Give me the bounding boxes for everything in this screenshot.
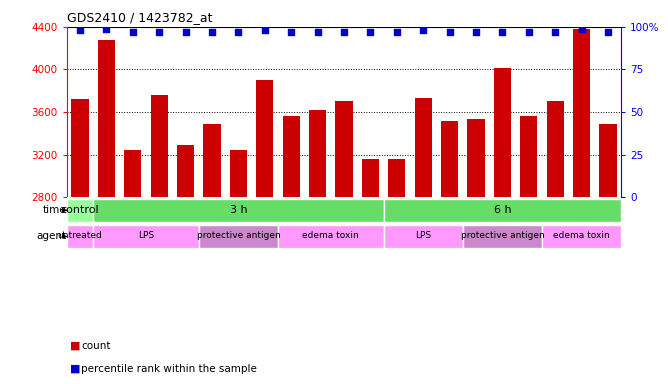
Text: LPS: LPS <box>138 232 154 240</box>
Point <box>206 29 217 35</box>
Text: agent: agent <box>37 231 67 241</box>
Point <box>101 25 112 31</box>
Text: control: control <box>61 205 100 215</box>
Text: count: count <box>81 341 111 351</box>
Bar <box>468 119 484 197</box>
Bar <box>67 199 94 222</box>
Point <box>286 29 297 35</box>
Bar <box>383 199 621 222</box>
Bar <box>546 101 564 197</box>
Text: percentile rank within the sample: percentile rank within the sample <box>81 364 257 374</box>
Bar <box>542 225 621 248</box>
Bar <box>94 225 199 248</box>
Bar <box>278 225 383 248</box>
Point <box>524 29 534 35</box>
Bar <box>309 110 326 197</box>
Point <box>391 29 402 35</box>
Point <box>550 29 560 35</box>
Point <box>312 29 323 35</box>
Point <box>603 29 613 35</box>
Point <box>418 27 429 33</box>
Text: untreated: untreated <box>57 232 102 240</box>
Bar <box>388 159 405 197</box>
Bar <box>124 151 142 197</box>
Point <box>75 27 86 33</box>
Bar <box>283 116 300 197</box>
Text: edema toxin: edema toxin <box>553 232 610 240</box>
Text: 6 h: 6 h <box>494 205 511 215</box>
Point <box>339 29 349 35</box>
Bar <box>463 225 542 248</box>
Text: edema toxin: edema toxin <box>303 232 359 240</box>
Text: ■: ■ <box>70 341 81 351</box>
Bar <box>494 68 511 197</box>
Bar <box>573 29 591 197</box>
Bar <box>67 225 94 248</box>
Bar <box>520 116 538 197</box>
Text: GDS2410 / 1423782_at: GDS2410 / 1423782_at <box>67 11 212 24</box>
Bar <box>199 225 278 248</box>
Text: LPS: LPS <box>415 232 432 240</box>
Point <box>154 29 164 35</box>
Point <box>365 29 376 35</box>
Bar <box>150 95 168 197</box>
Bar <box>204 124 220 197</box>
Text: protective antigen: protective antigen <box>460 232 544 240</box>
Point <box>497 29 508 35</box>
Bar <box>441 121 458 197</box>
Bar <box>383 225 463 248</box>
Bar <box>335 101 353 197</box>
Point <box>259 27 270 33</box>
Text: 3 h: 3 h <box>230 205 247 215</box>
Bar <box>94 199 383 222</box>
Point <box>576 25 587 31</box>
Text: ■: ■ <box>70 364 81 374</box>
Point <box>471 29 482 35</box>
Point <box>444 29 455 35</box>
Bar <box>415 98 432 197</box>
Bar <box>177 145 194 197</box>
Text: protective antigen: protective antigen <box>196 232 281 240</box>
Point <box>233 29 244 35</box>
Bar <box>230 151 247 197</box>
Bar <box>599 124 617 197</box>
Bar <box>362 159 379 197</box>
Point <box>180 29 191 35</box>
Bar <box>71 99 89 197</box>
Bar <box>257 80 273 197</box>
Text: time: time <box>43 205 67 215</box>
Bar <box>98 40 115 197</box>
Point <box>128 29 138 35</box>
